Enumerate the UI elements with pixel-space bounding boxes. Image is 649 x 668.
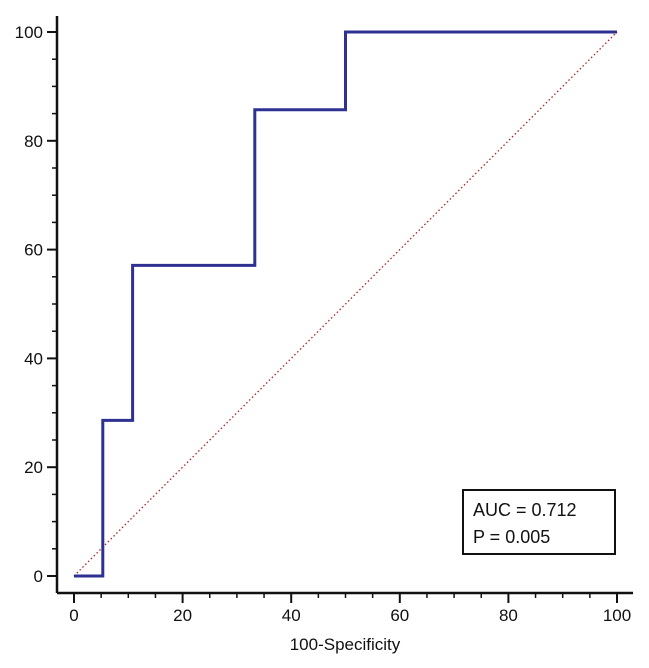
x-tick-label: 40 — [282, 606, 301, 625]
diagonal-reference-line — [73, 31, 618, 577]
y-tick-label: 80 — [24, 132, 43, 151]
y-tick-label: 20 — [24, 458, 43, 477]
x-tick-label: 60 — [390, 606, 409, 625]
x-tick-label: 80 — [499, 606, 518, 625]
roc-curve-line — [74, 30, 617, 578]
auc-annotation-box: AUC = 0.712 P = 0.005 — [462, 489, 616, 555]
diagonal-reference-layer — [73, 31, 618, 577]
y-tick-label: 0 — [34, 567, 43, 586]
annotation-auc: AUC = 0.712 — [473, 500, 577, 520]
annotation-p-value: P = 0.005 — [473, 527, 550, 547]
y-tick-label: 100 — [15, 23, 43, 42]
x-axis-title: 100-Specificity — [290, 635, 401, 654]
x-tick-label: 100 — [603, 606, 631, 625]
tick-labels: 0 20 40 60 80 100 0 20 40 60 80 100 — [15, 23, 632, 625]
x-tick-label: 20 — [173, 606, 192, 625]
annotation-frame — [462, 489, 616, 555]
roc-curve-layer — [74, 30, 617, 578]
x-tick-label: 0 — [69, 606, 78, 625]
y-tick-label: 60 — [24, 241, 43, 260]
y-tick-label: 40 — [24, 349, 43, 368]
